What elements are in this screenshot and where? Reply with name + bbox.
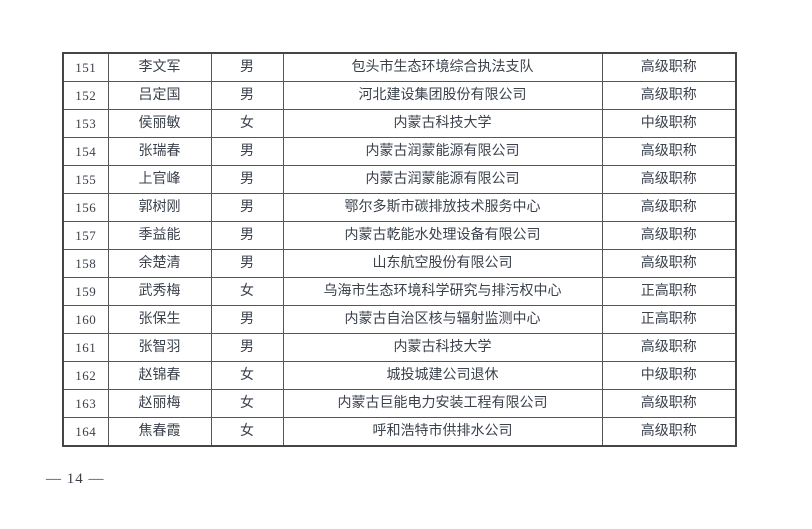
cell-title: 高级职称 [601,193,737,222]
cell-gender: 男 [210,52,284,82]
table-row: 162 赵锦春 女 城投城建公司退休 中级职称 [62,361,737,390]
cell-name: 郭树刚 [107,193,212,222]
cell-number: 154 [62,137,109,166]
cell-organization: 河北建设集团股份有限公司 [282,81,603,110]
cell-number: 153 [62,109,109,138]
table-row: 157 季益能 男 内蒙古乾能水处理设备有限公司 高级职称 [62,221,737,250]
table-row: 156 郭树刚 男 鄂尔多斯市碳排放技术服务中心 高级职称 [62,193,737,222]
cell-gender: 男 [210,333,284,362]
cell-number: 158 [62,249,109,278]
cell-organization: 内蒙古润蒙能源有限公司 [282,165,603,194]
table-row: 154 张瑞春 男 内蒙古润蒙能源有限公司 高级职称 [62,137,737,166]
cell-organization: 山东航空股份有限公司 [282,249,603,278]
cell-organization: 鄂尔多斯市碳排放技术服务中心 [282,193,603,222]
cell-organization: 内蒙古润蒙能源有限公司 [282,137,603,166]
cell-title: 中级职称 [601,361,737,390]
cell-gender: 女 [210,109,284,138]
table-row: 153 侯丽敏 女 内蒙古科技大学 中级职称 [62,109,737,138]
cell-title: 高级职称 [601,221,737,250]
cell-number: 161 [62,333,109,362]
cell-gender: 女 [210,277,284,306]
table-row: 151 李文军 男 包头市生态环境综合执法支队 高级职称 [62,52,737,82]
cell-name: 张智羽 [107,333,212,362]
cell-gender: 男 [210,81,284,110]
cell-name: 赵锦春 [107,361,212,390]
cell-gender: 男 [210,249,284,278]
cell-title: 高级职称 [601,249,737,278]
cell-organization: 内蒙古巨能电力安装工程有限公司 [282,389,603,418]
table-row: 160 张保生 男 内蒙古自治区核与辐射监测中心 正高职称 [62,305,737,334]
cell-name: 赵丽梅 [107,389,212,418]
cell-title: 正高职称 [601,277,737,306]
cell-gender: 女 [210,417,284,447]
cell-title: 正高职称 [601,305,737,334]
cell-title: 高级职称 [601,81,737,110]
cell-number: 164 [62,417,109,447]
cell-gender: 男 [210,137,284,166]
cell-name: 张保生 [107,305,212,334]
cell-name: 武秀梅 [107,277,212,306]
cell-title: 高级职称 [601,52,737,82]
cell-name: 余楚清 [107,249,212,278]
cell-title: 高级职称 [601,137,737,166]
cell-number: 155 [62,165,109,194]
table-row: 161 张智羽 男 内蒙古科技大学 高级职称 [62,333,737,362]
cell-title: 高级职称 [601,165,737,194]
cell-organization: 乌海市生态环境科学研究与排污权中心 [282,277,603,306]
cell-gender: 男 [210,193,284,222]
cell-name: 李文军 [107,52,212,82]
cell-name: 焦春霞 [107,417,212,447]
cell-name: 吕定国 [107,81,212,110]
cell-gender: 男 [210,221,284,250]
page-number: — 14 — [46,471,105,487]
cell-organization: 内蒙古科技大学 [282,333,603,362]
cell-title: 高级职称 [601,333,737,362]
cell-number: 156 [62,193,109,222]
cell-number: 160 [62,305,109,334]
cell-gender: 男 [210,305,284,334]
cell-organization: 内蒙古自治区核与辐射监测中心 [282,305,603,334]
table-row: 158 余楚清 男 山东航空股份有限公司 高级职称 [62,249,737,278]
table-row: 155 上官峰 男 内蒙古润蒙能源有限公司 高级职称 [62,165,737,194]
cell-title: 中级职称 [601,109,737,138]
cell-organization: 内蒙古科技大学 [282,109,603,138]
cell-organization: 城投城建公司退休 [282,361,603,390]
cell-title: 高级职称 [601,417,737,447]
cell-name: 张瑞春 [107,137,212,166]
cell-number: 163 [62,389,109,418]
cell-organization: 呼和浩特市供排水公司 [282,417,603,447]
cell-organization: 内蒙古乾能水处理设备有限公司 [282,221,603,250]
cell-number: 159 [62,277,109,306]
cell-name: 侯丽敏 [107,109,212,138]
personnel-table: 151 李文军 男 包头市生态环境综合执法支队 高级职称 152 吕定国 男 河… [62,52,737,447]
table-row: 159 武秀梅 女 乌海市生态环境科学研究与排污权中心 正高职称 [62,277,737,306]
cell-number: 157 [62,221,109,250]
cell-title: 高级职称 [601,389,737,418]
cell-gender: 男 [210,165,284,194]
table-row: 164 焦春霞 女 呼和浩特市供排水公司 高级职称 [62,417,737,447]
cell-gender: 女 [210,361,284,390]
table-row: 163 赵丽梅 女 内蒙古巨能电力安装工程有限公司 高级职称 [62,389,737,418]
table-body: 151 李文军 男 包头市生态环境综合执法支队 高级职称 152 吕定国 男 河… [62,52,737,447]
cell-gender: 女 [210,389,284,418]
cell-name: 上官峰 [107,165,212,194]
cell-number: 162 [62,361,109,390]
table-row: 152 吕定国 男 河北建设集团股份有限公司 高级职称 [62,81,737,110]
cell-number: 151 [62,52,109,82]
cell-number: 152 [62,81,109,110]
cell-organization: 包头市生态环境综合执法支队 [282,52,603,82]
cell-name: 季益能 [107,221,212,250]
